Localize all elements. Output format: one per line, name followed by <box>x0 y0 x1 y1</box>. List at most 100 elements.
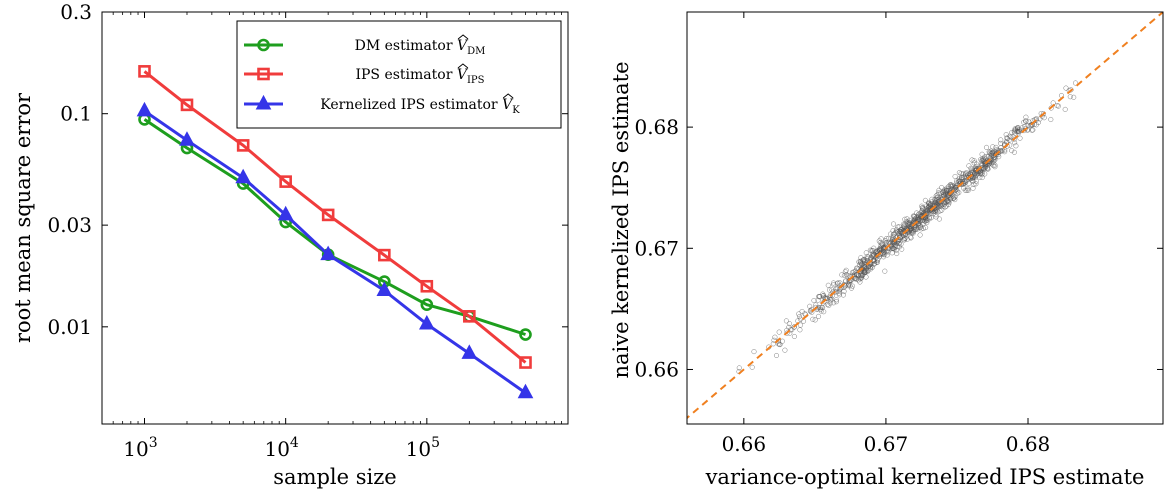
scatter-point <box>1017 135 1023 141</box>
data-point <box>418 314 435 330</box>
scatter-point <box>862 267 868 274</box>
scatter-point <box>963 170 969 176</box>
series-line <box>143 70 527 364</box>
scatter-point <box>824 296 830 302</box>
scatter-point <box>961 185 967 191</box>
scatter-point <box>950 193 956 199</box>
scatter-point <box>789 327 795 333</box>
scatter-point <box>863 274 869 280</box>
legend-box <box>236 20 562 129</box>
scatter-point <box>952 173 958 180</box>
scatter-point <box>826 302 832 308</box>
scatter-point <box>869 248 875 254</box>
scatter-point <box>878 243 884 249</box>
scatter-point <box>1023 114 1029 120</box>
scatter-point <box>894 250 900 257</box>
scatter-point <box>1003 139 1009 145</box>
scatter-point <box>1008 134 1014 140</box>
scatter-point <box>901 237 908 243</box>
scatter-point <box>749 364 755 370</box>
scatter-point <box>1003 132 1009 138</box>
scatter-point <box>984 153 990 160</box>
data-point <box>179 131 195 146</box>
scatter-point <box>953 180 960 186</box>
scatter-point <box>943 191 949 197</box>
data-point <box>519 356 532 369</box>
scatter-point <box>1011 149 1017 155</box>
scatter-point <box>919 203 925 209</box>
y-tick-label: 0.1 <box>60 102 92 126</box>
y-tick-label: 0.68 <box>634 115 679 139</box>
scatter-point <box>842 269 848 275</box>
data-point <box>136 101 153 117</box>
scatter-point <box>1055 103 1061 109</box>
scatter-point <box>904 236 910 242</box>
x-tick-label: 0.66 <box>722 432 767 456</box>
scatter-point <box>954 178 960 184</box>
data-point <box>517 383 534 399</box>
y-tick-label: 0.01 <box>47 315 92 339</box>
scatter-point <box>989 150 995 156</box>
x-tick-label: 0.68 <box>1006 432 1051 456</box>
scatter-point <box>1035 119 1041 126</box>
scatter-point <box>791 333 797 340</box>
scatter-point <box>874 248 880 254</box>
scatter-point <box>966 163 972 169</box>
scatter-point <box>887 231 894 237</box>
scatter-point <box>954 188 960 194</box>
scatter-point <box>926 201 932 207</box>
scatter-point <box>851 269 857 275</box>
right-axis-ticks: 0.66 0.67 0.68 0.66 0.67 0.68 <box>634 12 1163 456</box>
hat-accent <box>457 34 469 40</box>
scatter-point <box>813 304 819 310</box>
left-series-group <box>136 65 534 399</box>
scatter-point <box>998 145 1004 151</box>
x-tick-label: 104 <box>264 435 298 461</box>
scatter-point <box>833 297 839 303</box>
scatter-point <box>944 185 950 191</box>
scatter-point <box>797 322 804 328</box>
scatter-point <box>934 192 940 198</box>
scatter-point <box>964 177 970 183</box>
scatter-point <box>939 184 945 191</box>
scatter-point <box>959 174 965 180</box>
scatter-point <box>831 282 837 288</box>
scatter-point <box>932 200 938 206</box>
scatter-point <box>840 292 846 298</box>
scatter-point <box>815 313 822 319</box>
scatter-point <box>858 275 864 281</box>
scatter-point <box>971 158 977 164</box>
legend-marker <box>255 94 272 110</box>
scatter-point <box>998 137 1004 143</box>
scatter-point <box>811 297 817 304</box>
scatter-point <box>797 327 803 333</box>
scatter-point <box>881 252 887 258</box>
scatter-point <box>786 321 793 327</box>
scatter-point <box>922 197 928 203</box>
series-ips <box>138 65 532 369</box>
x-axis-label: sample size <box>273 465 396 489</box>
legend-marker <box>257 67 270 81</box>
scatter-point <box>869 264 876 270</box>
scatter-point <box>979 170 985 176</box>
scatter-point <box>903 228 909 234</box>
scatter-point <box>776 329 782 335</box>
data-point <box>461 344 478 359</box>
scatter-point <box>844 272 850 278</box>
scatter-point <box>1009 148 1015 154</box>
scatter-point <box>1048 116 1054 123</box>
scatter-point <box>862 264 868 270</box>
scatter-point <box>940 202 946 208</box>
scatter-point <box>779 338 785 344</box>
scatter-point <box>996 154 1002 160</box>
scatter-point <box>890 228 896 234</box>
scatter-point <box>992 164 998 170</box>
scatter-point <box>736 365 742 371</box>
scatter-point <box>988 148 994 154</box>
scatter-point <box>796 313 803 320</box>
scatter-point <box>868 265 874 271</box>
data-point <box>180 98 194 112</box>
scatter-point <box>863 266 869 272</box>
scatter-point <box>896 224 902 230</box>
scatter-point <box>891 231 897 237</box>
